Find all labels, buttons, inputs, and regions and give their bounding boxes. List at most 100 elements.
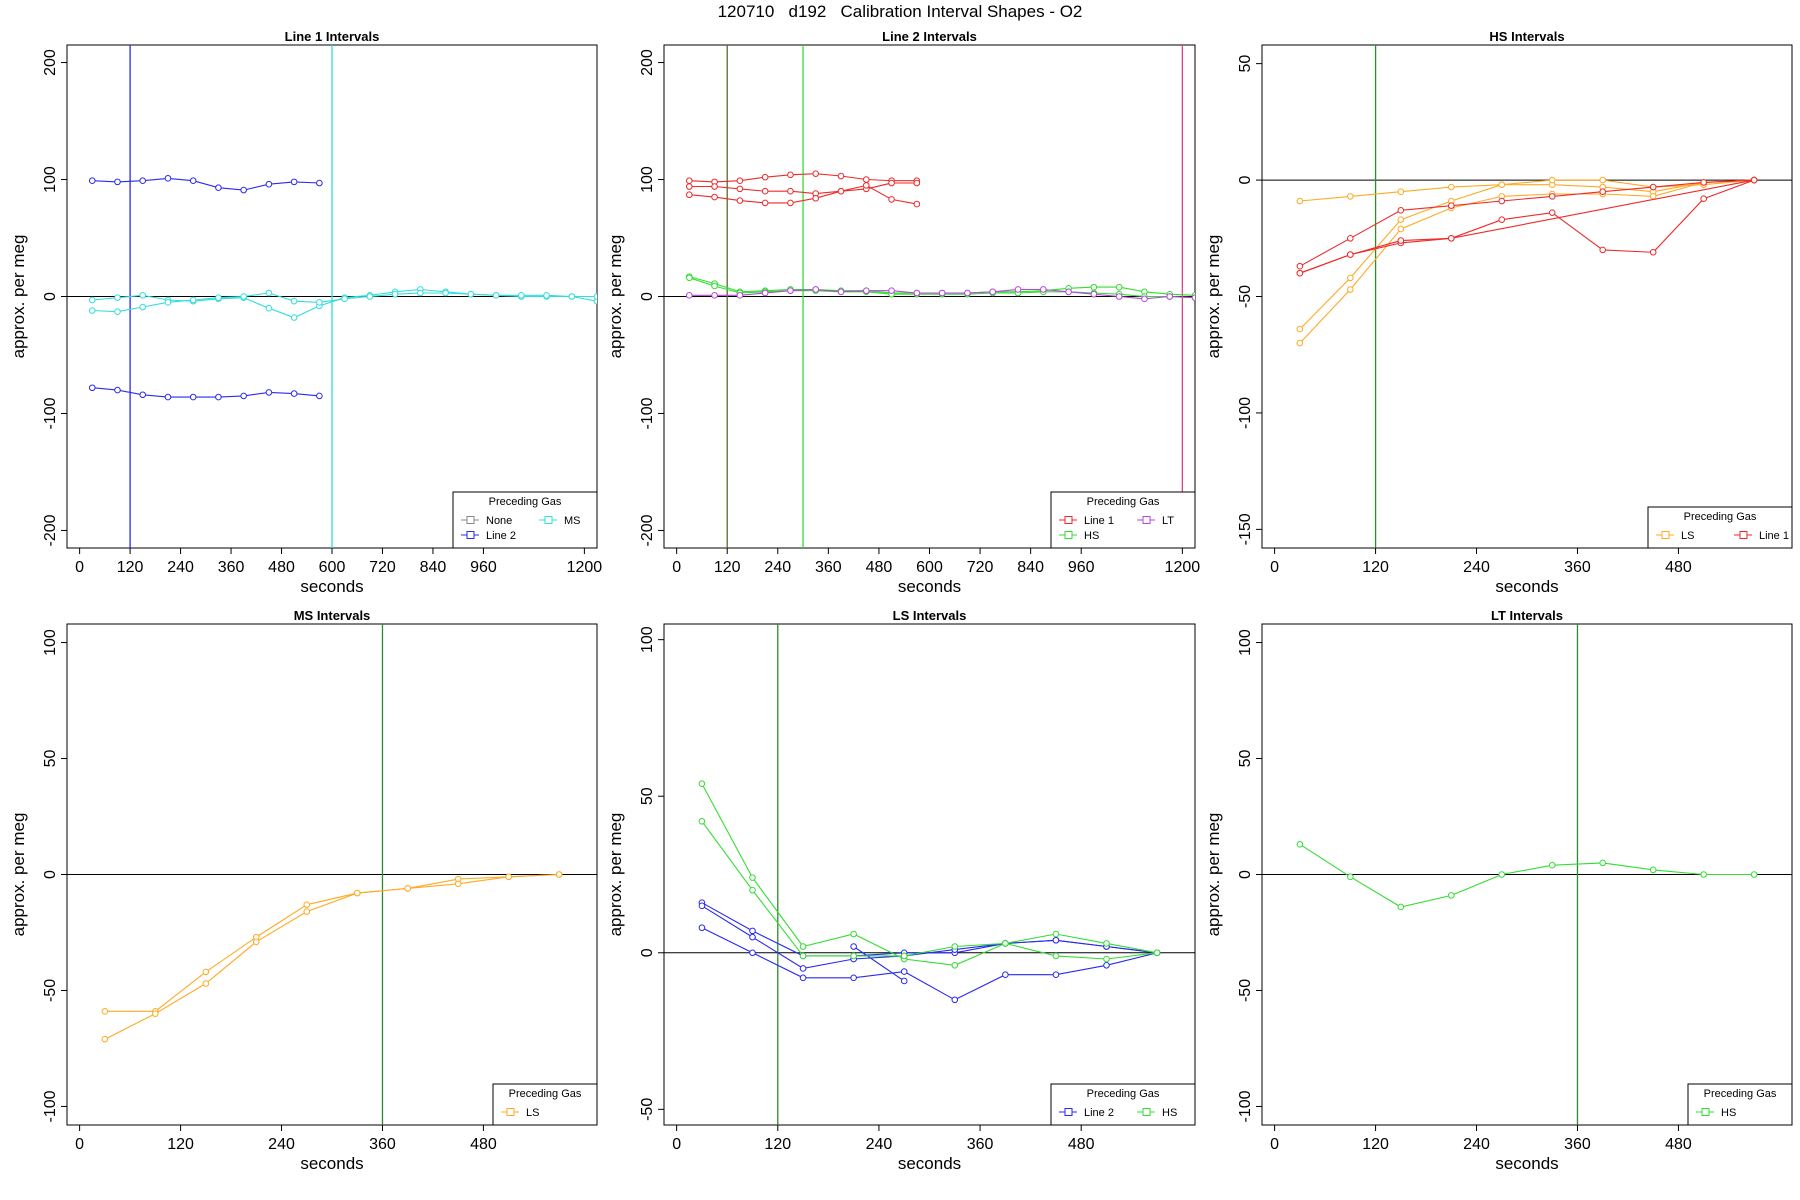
data-point [812,170,820,177]
data-point [1750,871,1758,878]
data-point [1296,262,1304,270]
chart-title: LT Intervals [1491,608,1563,623]
data-point [543,292,550,299]
chart-title: Line 2 Intervals [882,29,977,44]
legend-entry-label: HS [1084,530,1099,542]
data-point [1347,193,1354,200]
legend-title: Preceding Gas [1704,1088,1777,1100]
data-point [1498,871,1506,878]
data-point [1115,283,1123,291]
data-point [1039,286,1047,293]
figure-title: 120710 d192 Calibration Interval Shapes … [717,2,1083,21]
x-tick-label: 0 [75,1136,84,1153]
series-line [689,184,918,205]
y-tick-label: -200 [42,514,59,546]
data-point [189,296,197,304]
data-point [900,968,908,975]
y-axis-label: approx. per meg [606,813,625,937]
data-point [139,292,147,299]
chart-panel-5: LS Intervals 0 120 240 360 480 seconds -50 0 50 10… [606,608,1196,1173]
x-axis-label: seconds [1495,577,1558,596]
data-point [1548,176,1556,184]
legend-title: Preceding Gas [1087,1088,1160,1100]
data-point [1700,179,1707,186]
x-tick-label: 360 [815,559,842,576]
series-line [1299,179,1755,344]
x-tick-label: 960 [1068,559,1095,576]
x-tick-label: 480 [470,1136,497,1153]
data-point [1649,183,1657,191]
y-tick-label: 100 [639,626,656,653]
y-tick-label: 200 [639,49,656,76]
data-point [799,952,807,960]
y-tick-label: -100 [639,397,656,429]
data-point [1447,892,1455,899]
data-point [1296,339,1304,347]
chart-panel-2: Line 2 Intervals 0 120 240 360 480 600 720 840 96… [606,29,1200,596]
data-point [505,873,512,881]
data-point [1347,251,1354,258]
data-point [316,179,323,187]
data-point [189,393,197,401]
series-line [701,820,1158,960]
data-point [517,292,525,299]
data-point [951,962,959,969]
data-point [685,191,693,199]
data-point [1548,193,1556,200]
data-point [215,393,222,401]
data-point [341,295,348,303]
data-point [900,952,908,960]
data-point [1002,971,1009,979]
data-point [862,176,870,183]
data-point [114,294,121,301]
data-point [685,183,693,190]
y-axis-label: approx. per meg [9,813,28,937]
data-point [265,180,273,188]
x-tick-label: 360 [1564,1136,1591,1153]
data-point [749,927,756,935]
data-point [1347,274,1354,282]
y-axis-label: approx. per meg [9,235,28,359]
x-axis-label: seconds [300,1154,363,1173]
legend: Preceding Gas None Line 2 MS [452,491,598,549]
legend-entry-label: Line 1 [1759,530,1789,542]
data-point [404,885,412,892]
data-point [316,299,323,306]
legend-entry-label: None [486,515,512,527]
x-tick-label: 240 [764,559,791,576]
data-point [888,179,895,187]
data-point [812,194,820,202]
y-tick-label: 100 [1237,629,1254,656]
y-tick-label: -150 [1237,513,1254,545]
data-point [252,938,260,946]
data-point [467,290,475,298]
series-line [689,182,917,195]
y-tick-label: 0 [1237,176,1254,185]
data-point [1548,861,1556,869]
data-point [265,289,273,297]
data-point [698,817,706,825]
data-point [1750,176,1758,184]
data-point [787,171,794,179]
data-point [1498,181,1506,189]
data-point [1347,234,1354,242]
data-point [1191,294,1195,301]
data-point [761,187,769,195]
data-point [761,199,769,207]
series-line [1299,179,1755,274]
plot-area [67,624,597,1125]
y-tick-label: 100 [42,629,59,656]
data-point [812,286,820,293]
plot-area [1262,624,1792,1125]
data-point [1052,952,1060,960]
x-tick-label: 360 [1564,559,1591,576]
data-point [1014,286,1022,293]
chart-panel-6: LT Intervals 0 120 240 360 480 seconds -100 -50 0… [1204,608,1793,1173]
series-line [104,873,560,1012]
data-point [1599,176,1607,184]
data-point [88,177,96,184]
data-point [938,289,946,297]
data-point [114,308,121,316]
data-point [391,290,399,298]
x-tick-label: 120 [1362,559,1389,576]
